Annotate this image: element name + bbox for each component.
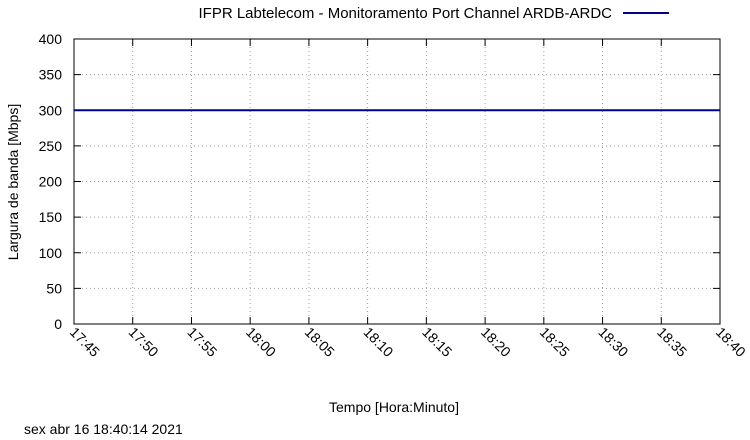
x-tick-label: 18:20 — [478, 324, 514, 360]
y-tick-label: 250 — [39, 138, 63, 154]
legend-label: IFPR Labtelecom - Monitoramento Port Cha… — [199, 5, 613, 22]
y-axis-label: Largura de banda [Mbps] — [5, 104, 21, 260]
x-tick-label: 18:05 — [302, 324, 338, 360]
x-tick-label: 17:55 — [184, 324, 220, 360]
x-tick-label: 17:50 — [126, 324, 162, 360]
x-tick-label: 18:30 — [595, 324, 631, 360]
x-axis-ticks: 17:45 17:50 17:55 18:00 18:05 18:10 18:15 18:20… — [67, 39, 749, 360]
x-tick-label: 18:00 — [243, 324, 279, 360]
y-tick-label: 50 — [46, 280, 62, 296]
x-tick-label: 18:35 — [654, 324, 690, 360]
y-tick-label: 100 — [39, 245, 63, 261]
x-tick-label: 18:10 — [361, 324, 397, 360]
x-axis-label: Tempo [Hora:Minuto] — [329, 399, 459, 415]
y-axis-ticks: 0 50 100 150 200 250 300 350 400 — [39, 31, 720, 332]
x-tick-label: 17:45 — [67, 324, 103, 360]
footer-timestamp: sex abr 16 18:40:14 2021 — [24, 421, 183, 437]
x-tick-label: 18:40 — [713, 324, 749, 360]
legend: IFPR Labtelecom - Monitoramento Port Cha… — [199, 5, 669, 22]
x-tick-label: 18:15 — [419, 324, 455, 360]
y-tick-label: 400 — [39, 31, 63, 47]
x-tick-label: 18:25 — [537, 324, 573, 360]
y-tick-label: 200 — [39, 174, 63, 190]
grid — [74, 39, 720, 324]
y-tick-label: 350 — [39, 67, 63, 83]
y-tick-label: 300 — [39, 102, 63, 118]
y-tick-label: 0 — [54, 316, 62, 332]
y-tick-label: 150 — [39, 209, 63, 225]
